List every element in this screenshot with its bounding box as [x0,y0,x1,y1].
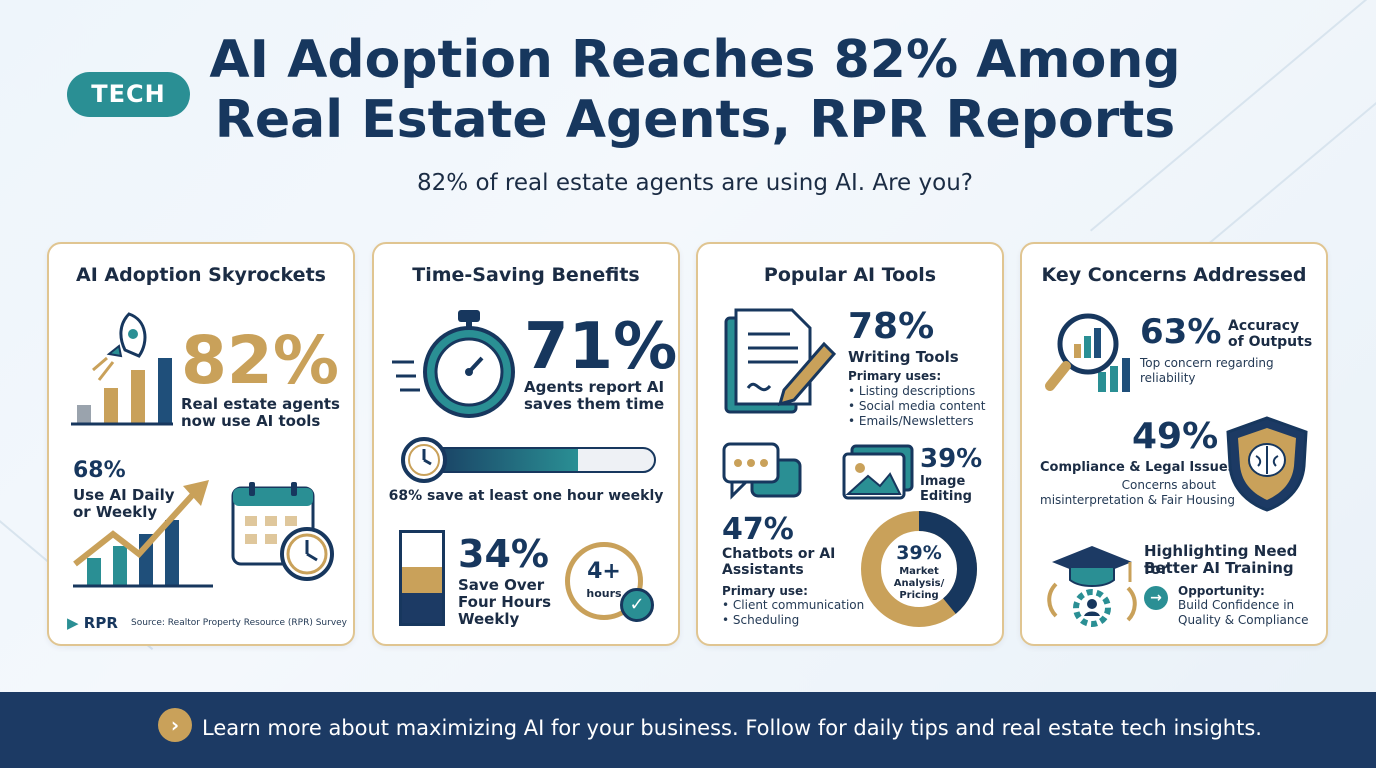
daily-stat: 68% [73,458,126,483]
growth-chart-icon [73,480,213,588]
adoption-stat: 82% [181,322,339,399]
donut-stat: 39% [896,542,942,564]
accuracy-label-2: of Outputs [1228,334,1313,350]
footer-text: Learn more about maximizing AI for your … [202,716,1262,740]
writing-uses-title: Primary uses: [848,369,942,383]
training-label-1: Highlighting Need for [1144,542,1298,578]
page-title: AI Adoption Reaches 82% Among Real Estat… [200,30,1190,150]
compliance-desc-2: misinterpretation & Fair Housing [1040,493,1235,507]
card-time-saving: Time-Saving Benefits 71% Agents report A… [372,242,680,646]
hours-bar-icon [399,530,445,626]
card-title: Popular AI Tools [763,264,937,286]
compliance-stat: 49% [1132,416,1219,457]
badge-unit: hours [586,587,622,600]
shield-brain-icon [1226,416,1308,512]
four-hours-label-2: Four Hours [458,593,552,611]
chatbot-use-1: • Client communication [722,598,865,612]
daily-label-1: Use AI Daily [73,486,175,504]
card-title: Time-Saving Benefits [412,264,640,286]
opportunity-line-2: Quality & Compliance [1178,613,1309,627]
four-hours-label-1: Save Over [458,576,545,594]
market-analysis-donut [861,511,977,627]
four-hours-stat: 34% [458,532,549,576]
hour-progress-label: 68% save at least one hour weekly [388,488,664,504]
hour-progress-track [414,447,656,473]
rpr-logo-mark-icon: ▶ [67,614,79,632]
training-gear-icon [1047,546,1137,627]
writing-use-2: • Social media content [848,399,986,413]
writing-stat: 78% [848,306,935,347]
title-line-1: AI Adoption Reaches 82% Among [209,30,1181,90]
rocket-growth-icon [71,312,173,426]
four-hours-label-3: Weekly [458,610,520,628]
rpr-logo-text: RPR [83,614,118,632]
page-subtitle: 82% of real estate agents are using AI. … [417,170,973,196]
magnifier-chart-icon [1045,313,1130,392]
accuracy-stat: 63% [1140,312,1222,352]
footer-banner: › Learn more about maximizing AI for you… [0,692,1376,768]
stopwatch-icon [392,310,515,418]
card-title: Key Concerns Addressed [1041,264,1307,286]
chat-bubbles-icon [722,442,802,500]
image-editing-label-2: Editing [920,489,972,504]
chatbot-uses-title: Primary use: [722,584,808,598]
adoption-label-1: Real estate agents [181,395,340,413]
training-label-2: Better AI Training [1144,559,1294,577]
image-editing-icon [842,444,914,500]
card-ai-adoption: AI Adoption Skyrockets 82% Real estate a… [47,242,355,646]
chatbot-stat: 47% [722,512,794,547]
rpr-logo: ▶ RPR [67,614,118,632]
time-saved-label-2: saves them time [524,395,665,413]
accuracy-desc-1: Top concern regarding [1140,356,1274,370]
chatbot-label-2: Assistants [722,562,804,578]
title-line-2: Real Estate Agents, RPR Reports [214,90,1176,150]
compliance-label: Compliance & Legal Issues [1040,460,1236,475]
donut-label-1: Market [899,566,939,577]
hour-progress-fill [416,449,578,471]
tech-tag: TECH [67,72,190,117]
clock-icon [401,437,447,483]
donut-label-2: Analysis/ [893,578,945,589]
writing-document-icon [724,308,837,414]
card-popular-tools: Popular AI Tools 78% Writing Tools Prima… [696,242,1004,646]
time-saved-stat: 71% [524,310,678,384]
chatbot-label-1: Chatbots or AI [722,546,836,562]
source-note: Source: Realtor Property Resource (RPR) … [131,618,348,628]
writing-use-3: • Emails/Newsletters [848,414,974,428]
badge-value: 4+ [587,559,621,584]
donut-label-3: Pricing [899,590,939,601]
image-editing-stat: 39% [920,444,983,474]
opportunity-arrow-icon: → [1144,586,1168,610]
check-icon: ✓ [620,588,654,622]
calendar-clock-icon [231,482,334,581]
image-editing-label-1: Image [920,474,966,489]
time-saved-label-1: Agents report AI [524,378,665,396]
card-title: AI Adoption Skyrockets [76,264,326,286]
opportunity-line-1: Build Confidence in [1178,598,1295,612]
daily-label-2: or Weekly [73,503,158,521]
chatbot-use-2: • Scheduling [722,613,800,627]
accuracy-label-1: Accuracy [1228,318,1300,334]
writing-use-1: • Listing descriptions [848,384,976,398]
accuracy-desc-2: reliability [1140,371,1196,385]
adoption-label-2: now use AI tools [181,412,321,430]
writing-label: Writing Tools [848,348,959,366]
footer-arrow-icon[interactable]: › [158,708,192,742]
compliance-desc-1: Concerns about [1121,478,1216,492]
card-key-concerns: Key Concerns Addressed 63% Accuracy of O… [1020,242,1328,646]
opportunity-title: Opportunity: [1178,584,1265,598]
